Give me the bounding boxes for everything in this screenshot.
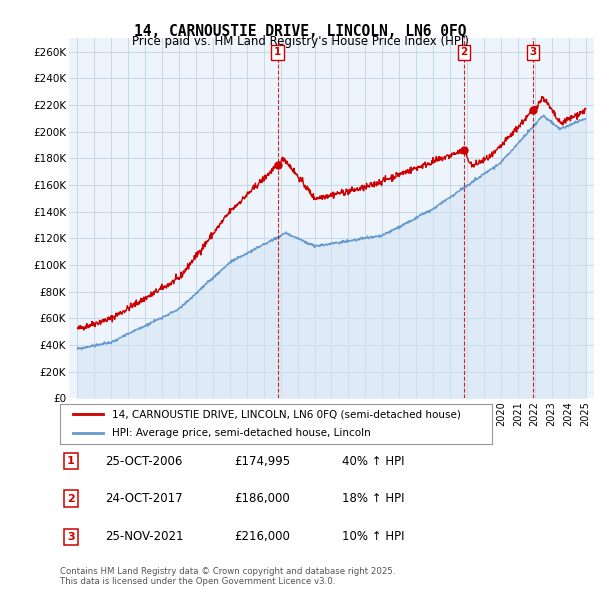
Text: 3: 3 <box>530 47 537 57</box>
Text: Contains HM Land Registry data © Crown copyright and database right 2025.
This d: Contains HM Land Registry data © Crown c… <box>60 567 395 586</box>
Text: 40% ↑ HPI: 40% ↑ HPI <box>342 455 404 468</box>
Text: 2: 2 <box>460 47 467 57</box>
Text: 24-OCT-2017: 24-OCT-2017 <box>105 492 182 505</box>
Text: 18% ↑ HPI: 18% ↑ HPI <box>342 492 404 505</box>
Text: £174,995: £174,995 <box>234 455 290 468</box>
Text: 1: 1 <box>67 457 74 466</box>
Text: HPI: Average price, semi-detached house, Lincoln: HPI: Average price, semi-detached house,… <box>112 428 371 438</box>
Text: £216,000: £216,000 <box>234 530 290 543</box>
Text: 14, CARNOUSTIE DRIVE, LINCOLN, LN6 0FQ: 14, CARNOUSTIE DRIVE, LINCOLN, LN6 0FQ <box>134 24 466 38</box>
Text: 25-OCT-2006: 25-OCT-2006 <box>105 455 182 468</box>
Text: 3: 3 <box>67 532 74 542</box>
Text: 2: 2 <box>67 494 74 503</box>
Text: 1: 1 <box>274 47 281 57</box>
Text: £186,000: £186,000 <box>234 492 290 505</box>
Text: Price paid vs. HM Land Registry's House Price Index (HPI): Price paid vs. HM Land Registry's House … <box>131 35 469 48</box>
Text: 10% ↑ HPI: 10% ↑ HPI <box>342 530 404 543</box>
Text: 14, CARNOUSTIE DRIVE, LINCOLN, LN6 0FQ (semi-detached house): 14, CARNOUSTIE DRIVE, LINCOLN, LN6 0FQ (… <box>112 409 461 419</box>
Text: 25-NOV-2021: 25-NOV-2021 <box>105 530 184 543</box>
